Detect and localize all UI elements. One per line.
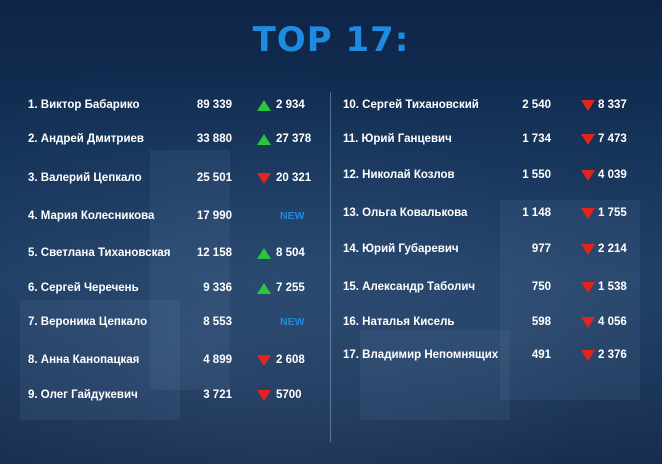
arrow-up-icon <box>257 283 271 294</box>
candidate-name: 7. Вероника Цепкало <box>28 316 148 328</box>
arrow-down-icon <box>581 282 595 293</box>
vote-count: 3 721 <box>203 389 232 401</box>
column-divider <box>330 92 331 442</box>
new-badge: NEW <box>280 316 305 328</box>
arrow-up-icon <box>257 134 271 145</box>
candidate-name: 2. Андрей Дмитриев <box>28 133 144 145</box>
list-item: 16. Наталья Кисель 598 4 056 <box>343 313 658 333</box>
candidate-name: 13. Ольга Ковалькова <box>343 207 468 219</box>
candidate-name: 9. Олег Гайдукевич <box>28 389 138 401</box>
vote-count: 491 <box>531 349 551 361</box>
list-item: 8. Анна Канопацкая 4 899 2 608 <box>28 351 328 371</box>
list-item: 11. Юрий Ганцевич 1 734 7 473 <box>343 130 658 150</box>
arrow-down-icon <box>581 100 595 111</box>
arrow-down-icon <box>257 390 271 401</box>
candidate-name: 12. Николай Козлов <box>343 169 455 181</box>
arrow-down-icon <box>581 317 595 328</box>
arrow-up-icon <box>257 100 271 111</box>
background-building <box>360 330 510 420</box>
vote-change: 2 376 <box>598 349 627 361</box>
vote-count: 977 <box>531 243 551 255</box>
candidate-name: 5. Светлана Тихановская <box>28 247 171 259</box>
vote-change: 8 504 <box>276 247 305 259</box>
vote-count: 1 550 <box>522 169 551 181</box>
vote-count: 12 158 <box>196 247 232 259</box>
background-building <box>150 150 230 390</box>
list-item: 6. Сергей Черечень 9 336 7 255 <box>28 279 328 299</box>
vote-count: 8 553 <box>203 316 232 328</box>
candidate-name: 15. Александр Таболич <box>343 281 476 293</box>
vote-change: 1 538 <box>598 281 627 293</box>
vote-change: 5700 <box>276 389 302 401</box>
list-item: 15. Александр Таболич 750 1 538 <box>343 278 658 298</box>
vote-change: 2 934 <box>276 99 305 111</box>
vote-change: 2 608 <box>276 354 305 366</box>
arrow-down-icon <box>257 355 271 366</box>
list-item: 14. Юрий Губаревич 977 2 214 <box>343 240 658 260</box>
vote-change: 8 337 <box>598 99 627 111</box>
page-title: TOP 17: <box>252 20 410 60</box>
vote-count: 25 501 <box>196 172 232 184</box>
vote-count: 598 <box>531 316 551 328</box>
vote-change: 7 255 <box>276 282 305 294</box>
candidate-name: 1. Виктор Бабарико <box>28 99 140 111</box>
list-item: 17. Владимир Непомнящих 491 2 376 <box>343 346 658 366</box>
list-item: 13. Ольга Ковалькова 1 148 1 755 <box>343 204 658 224</box>
list-item: 5. Светлана Тихановская 12 158 8 504 <box>28 244 328 264</box>
list-item: 12. Николай Козлов 1 550 4 039 <box>343 166 658 186</box>
list-item: 10. Сергей Тихановский 2 540 8 337 <box>343 96 658 116</box>
candidate-name: 4. Мария Колесникова <box>28 210 155 222</box>
candidate-name: 16. Наталья Кисель <box>343 316 455 328</box>
list-item: 2. Андрей Дмитриев 33 880 27 378 <box>28 130 328 150</box>
background-building <box>20 300 180 420</box>
vote-change: 1 755 <box>598 207 627 219</box>
list-item: 7. Вероника Цепкало 8 553 NEW <box>28 313 328 333</box>
list-item: 4. Мария Колесникова 17 990 NEW <box>28 207 328 227</box>
arrow-up-icon <box>257 248 271 259</box>
candidate-name: 14. Юрий Губаревич <box>343 243 459 255</box>
candidate-name: 3. Валерий Цепкало <box>28 172 142 184</box>
candidate-name: 17. Владимир Непомнящих <box>343 349 499 361</box>
vote-count: 2 540 <box>522 99 551 111</box>
arrow-down-icon <box>581 170 595 181</box>
vote-count: 89 339 <box>196 99 232 111</box>
vote-change: 27 378 <box>276 133 312 145</box>
new-badge: NEW <box>280 210 305 222</box>
candidate-name: 8. Анна Канопацкая <box>28 354 140 366</box>
arrow-down-icon <box>257 173 271 184</box>
vote-count: 1 734 <box>522 133 551 145</box>
vote-change: 4 056 <box>598 316 627 328</box>
arrow-down-icon <box>581 350 595 361</box>
arrow-down-icon <box>581 208 595 219</box>
background-building <box>500 200 640 400</box>
arrow-down-icon <box>581 244 595 255</box>
vote-change: 4 039 <box>598 169 627 181</box>
vote-count: 750 <box>531 281 551 293</box>
candidate-name: 10. Сергей Тихановский <box>343 99 479 111</box>
arrow-down-icon <box>581 134 595 145</box>
vote-count: 33 880 <box>196 133 232 145</box>
vote-count: 4 899 <box>203 354 232 366</box>
vote-count: 9 336 <box>203 282 232 294</box>
vote-count: 1 148 <box>522 207 551 219</box>
candidate-name: 6. Сергей Черечень <box>28 282 139 294</box>
vote-change: 2 214 <box>598 243 627 255</box>
vote-count: 17 990 <box>196 210 232 222</box>
candidate-name: 11. Юрий Ганцевич <box>343 133 452 145</box>
list-item: 9. Олег Гайдукевич 3 721 5700 <box>28 386 328 406</box>
list-item: 3. Валерий Цепкало 25 501 20 321 <box>28 169 328 189</box>
vote-change: 20 321 <box>276 172 312 184</box>
vote-change: 7 473 <box>598 133 627 145</box>
list-item: 1. Виктор Бабарико 89 339 2 934 <box>28 96 328 116</box>
